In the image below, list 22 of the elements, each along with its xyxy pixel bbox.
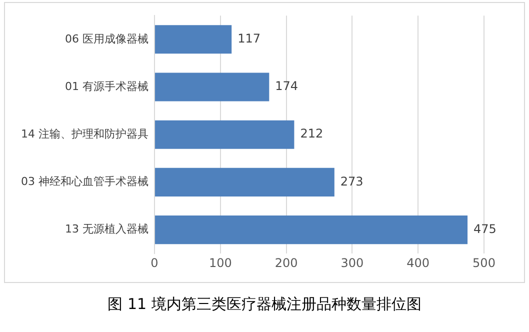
data-label: 273 <box>340 174 364 188</box>
data-label: 174 <box>275 79 298 94</box>
bar <box>154 168 334 196</box>
bar <box>154 72 270 102</box>
y-tick-label: 03 神经和心血管手术器械 <box>20 175 148 188</box>
data-label: 117 <box>238 32 261 46</box>
y-tick-label: 06 医用成像器械 <box>64 32 148 46</box>
bar <box>154 25 232 54</box>
bar <box>154 120 294 149</box>
text: 图 11 境内第三类医疗器械注册品种数量排位图 <box>106 295 422 314</box>
x-tick-label: 100 <box>208 256 232 270</box>
y-tick-label: 01 有源手术器械 <box>64 80 148 93</box>
data-label: 475 <box>474 222 496 236</box>
y-tick-label: 13 无源植入器械 <box>64 222 148 236</box>
data-label: 212 <box>300 126 324 141</box>
x-tick-label: 500 <box>472 256 496 270</box>
y-tick-label: 14 注输、护理和防护器具 <box>20 127 148 140</box>
x-tick-label: 300 <box>340 256 364 270</box>
x-tick-label: 400 <box>406 256 430 270</box>
bar <box>154 216 468 244</box>
x-tick-label: 0 <box>150 256 158 270</box>
x-tick-label: 200 <box>274 256 298 270</box>
